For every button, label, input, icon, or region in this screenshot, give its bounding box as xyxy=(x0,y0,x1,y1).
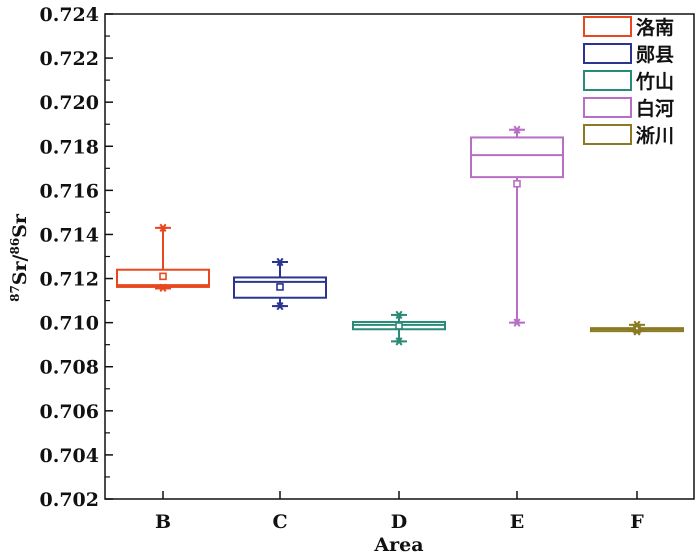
legend-label-B: 洛南 xyxy=(636,16,674,39)
x-axis-title: Area xyxy=(373,534,423,555)
outlier-point xyxy=(512,125,522,134)
y-axis-title-sup2: 86 xyxy=(8,238,22,255)
outlier-stroke xyxy=(395,337,403,346)
legend-swatch-F xyxy=(583,124,632,145)
y-tick-label: 0.720 xyxy=(40,92,100,114)
legend-label-C: 郧县 xyxy=(636,44,674,66)
mean-marker xyxy=(395,322,403,330)
y-axis-title-base2: Sr xyxy=(9,213,31,238)
box-E xyxy=(470,128,564,324)
outlier-point xyxy=(158,283,168,293)
legend-swatch-D xyxy=(583,70,632,91)
legend-swatch-B xyxy=(583,16,632,37)
outlier-stroke xyxy=(276,301,284,311)
outlier-stroke xyxy=(513,125,521,134)
plot-frame xyxy=(104,13,695,500)
y-tick-label: 0.714 xyxy=(40,224,100,246)
outlier-point xyxy=(512,318,522,327)
box-D xyxy=(352,313,446,343)
box-C xyxy=(233,261,327,308)
legend-label-F: 淅川 xyxy=(636,125,674,147)
outlier-stroke xyxy=(633,327,641,336)
outlier-point xyxy=(632,327,642,336)
y-tick-label: 0.704 xyxy=(40,445,100,467)
box-B xyxy=(116,226,210,290)
outlier-stroke xyxy=(395,310,403,320)
outlier-point xyxy=(158,223,168,233)
outlier-stroke xyxy=(633,320,641,330)
x-tick-label: D xyxy=(391,511,407,533)
x-tick-label: C xyxy=(272,511,287,533)
box-marks xyxy=(116,125,684,346)
y-tick-label: 0.718 xyxy=(40,136,100,158)
outlier-point xyxy=(275,301,285,311)
x-tick-label: E xyxy=(510,511,524,533)
outlier-point xyxy=(632,320,642,330)
y-tick-label: 0.706 xyxy=(40,401,100,423)
y-axis-title-sup1: 87 xyxy=(8,285,22,302)
y-tick-label: 0.716 xyxy=(40,180,100,202)
outlier-stroke xyxy=(276,257,284,267)
iqr-box xyxy=(470,136,564,179)
y-tick-label: 0.710 xyxy=(40,313,100,335)
legend-label-D: 竹山 xyxy=(635,70,674,93)
outlier-stroke xyxy=(159,283,167,293)
outlier-point xyxy=(394,310,404,320)
mean-marker xyxy=(513,179,521,188)
outlier-point xyxy=(394,337,404,346)
legend-label-E: 白河 xyxy=(636,97,674,120)
legend-swatch-E xyxy=(583,97,632,118)
outlier-stroke xyxy=(513,318,521,327)
mean-marker xyxy=(276,283,284,291)
y-tick-label: 0.712 xyxy=(40,269,100,291)
legend-swatch-C xyxy=(583,43,632,64)
y-tick-label: 0.708 xyxy=(40,357,100,379)
y-tick-label: 0.702 xyxy=(40,489,100,511)
y-axis-title-base1: Sr/ xyxy=(9,254,31,285)
x-tick-label: B xyxy=(155,511,171,533)
iqr-box xyxy=(233,276,327,299)
x-tick-label: F xyxy=(630,511,644,533)
tick-labels: 0.702 0.704 0.706 0.708 0.710 0.712 0.714 0.716… xyxy=(40,4,645,533)
mean-marker xyxy=(159,272,167,281)
y-axis-title: 87Sr/86Sr xyxy=(8,213,31,302)
y-tick-label: 0.722 xyxy=(40,48,100,70)
axes-group xyxy=(104,13,695,500)
y-tick-label: 0.724 xyxy=(40,4,100,26)
outlier-stroke xyxy=(159,223,167,233)
outlier-point xyxy=(275,257,285,267)
